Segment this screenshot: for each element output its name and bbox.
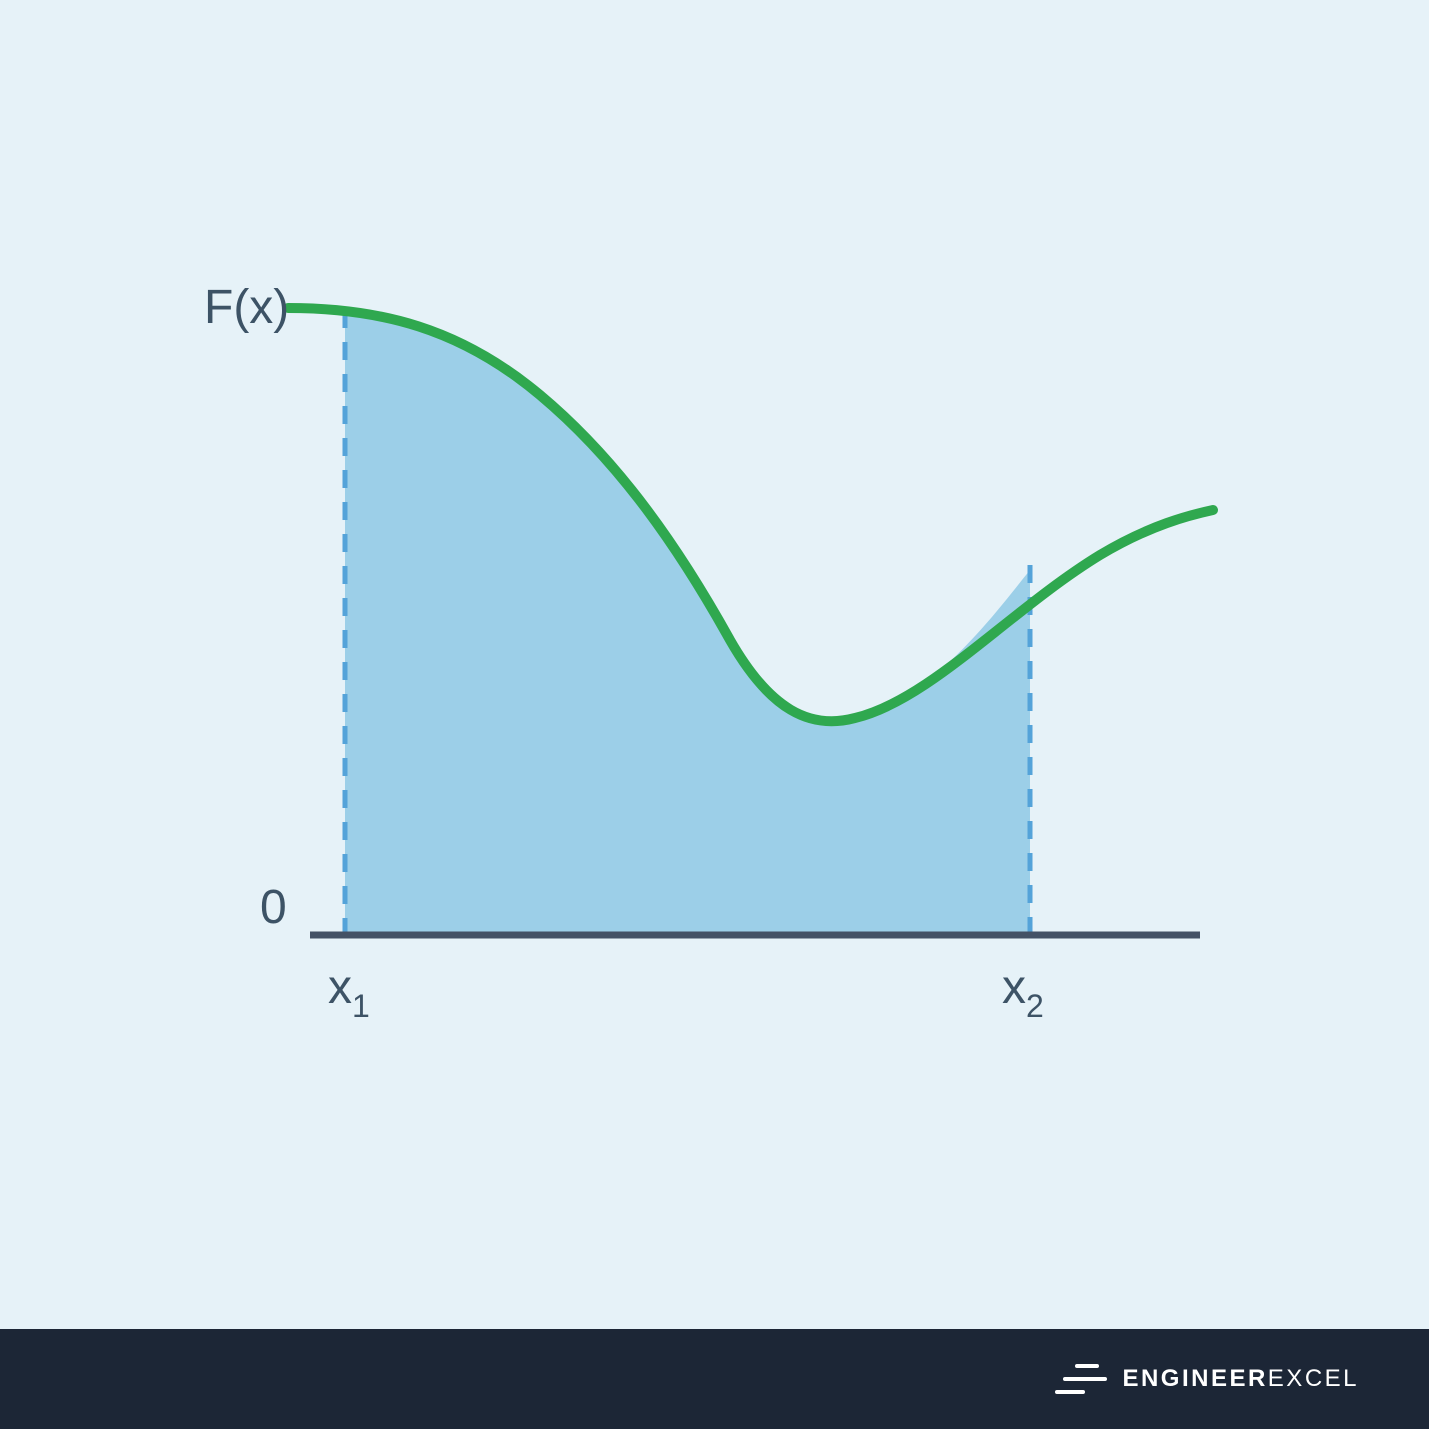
brand-text: ENGINEEREXCEL — [1122, 1365, 1359, 1393]
integral-fill-area — [345, 310, 1030, 935]
y-axis-label: F(x) — [204, 280, 289, 335]
brand-mark-icon — [1053, 1359, 1108, 1399]
chart-svg — [0, 0, 1429, 1329]
chart-canvas: F(x) 0 x1 x2 — [0, 0, 1429, 1329]
origin-label: 0 — [260, 880, 287, 935]
brand-logo: ENGINEEREXCEL — [1053, 1359, 1359, 1399]
x1-label: x1 — [328, 960, 370, 1015]
x2-label: x2 — [1002, 960, 1044, 1015]
footer-bar: ENGINEEREXCEL — [0, 1329, 1429, 1429]
